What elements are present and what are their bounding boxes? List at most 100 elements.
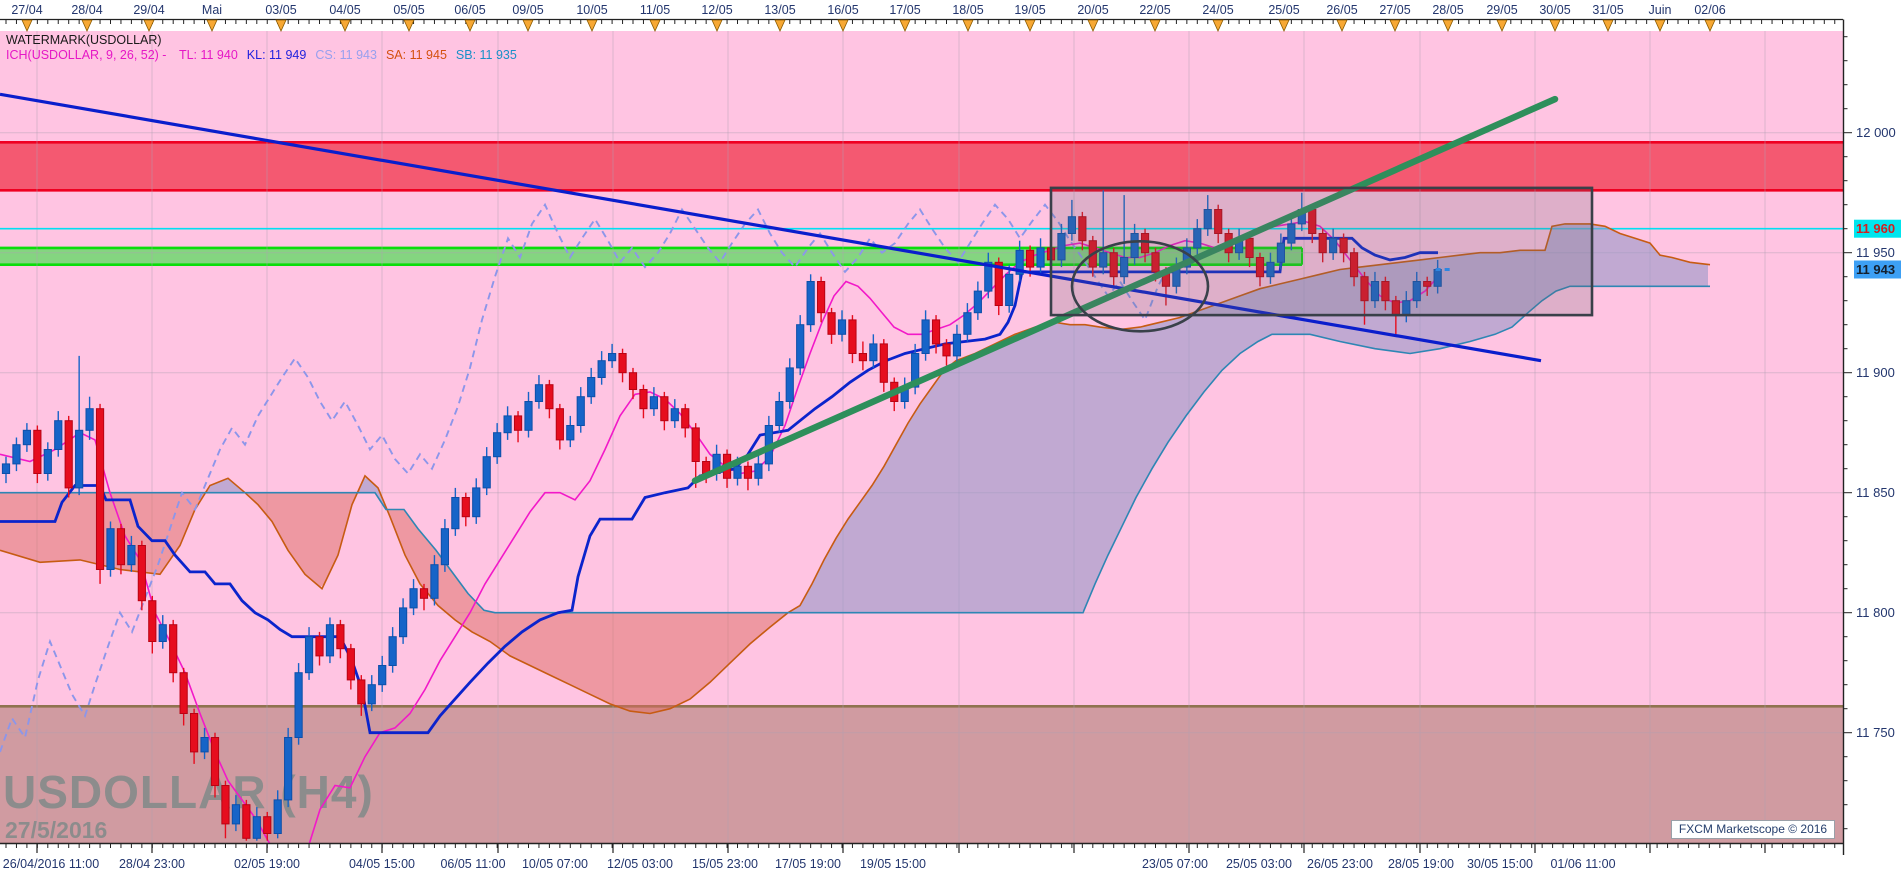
bottom-time-label: 01/06 11:00 [1550,857,1615,871]
candle [357,675,366,716]
candle [43,442,52,481]
bottom-time-label: 23/05 07:00 [1142,857,1208,871]
bottom-time-label: 28/04 23:00 [119,857,185,871]
top-date-label: 25/05 [1268,3,1299,17]
top-date-label: 02/06 [1694,3,1725,17]
candle [1255,252,1265,287]
bottom-time-axis[interactable]: 26/04/2016 11:00 28/04 23:00 02/05 19:00 04… [0,842,1903,878]
date-marker-triangle [21,19,33,32]
candle [681,403,690,438]
zone-support-green [0,246,1303,267]
legend-part-5: SB: 11 935 [455,48,517,62]
candle [806,274,815,332]
right-price-axis[interactable]: 12 000 11 950 11 900 11 850 11 800 11 750 11 9… [1842,0,1903,878]
candle [597,351,606,385]
candle [1339,233,1348,263]
top-date-label: 22/05 [1139,3,1170,17]
candle [315,631,324,666]
candle [158,615,167,649]
date-marker-triangle [774,19,786,32]
senkou-a-line [0,223,1711,715]
date-marker-triangle [1602,19,1614,32]
date-marker-triangle [1389,19,1401,32]
legend-part-1: TL: 11 940 [178,48,238,62]
candle [628,367,638,400]
candle [670,399,679,428]
candle [399,598,408,644]
top-time-axis[interactable]: 27/04 28/04 29/04 Mai 03/05 04/05 05/05 06/05 09… [0,0,1903,32]
price-label: 11 850 [1856,485,1895,500]
candle [210,732,220,798]
candle [1120,195,1129,284]
candle [75,355,84,496]
candle [848,315,857,364]
candle [22,423,31,452]
candle [973,281,982,320]
candle [221,780,230,839]
zone-support-brown [0,704,1843,843]
candle [378,655,387,692]
candle [1412,271,1421,308]
candle [608,343,617,368]
candle [33,425,42,484]
top-date-label: 09/05 [512,3,543,17]
candle [106,521,115,577]
date-marker-triangle [81,19,93,32]
candle [127,535,136,572]
candle [1140,228,1150,263]
candle [639,384,648,419]
date-marker-triangle [962,19,974,32]
bottom-time-label: 06/05 11:00 [440,857,505,871]
candle [190,708,199,764]
candle [743,461,753,491]
chart-watermark: USDOLLAR (H4)27/5/2016 [3,766,373,843]
chikou-line [0,202,1168,753]
candle [1287,214,1296,251]
date-marker-triangle [275,19,287,32]
top-date-label: 13/05 [764,3,795,17]
candle [200,727,209,760]
top-date-label: 16/05 [827,3,858,17]
top-date-label: 11/05 [640,3,670,17]
candle [1057,223,1066,268]
svg-text:11 943: 11 943 [1856,262,1895,277]
candle [472,478,481,524]
candle [545,379,554,419]
bottom-time-label: 12/05 03:00 [607,857,673,871]
date-marker-triangle [1654,19,1666,32]
candle [566,415,575,448]
candle [837,310,847,342]
candle [482,447,491,496]
uptrend-line [691,95,1559,484]
candle [304,627,314,680]
date-marker-triangle [1336,19,1348,32]
candle [503,406,512,440]
date-marker-triangle [464,19,476,32]
top-date-label: 06/05 [454,3,485,17]
candle [618,348,627,383]
top-date-label: 26/05 [1326,3,1357,17]
candle [169,619,178,683]
analyst-drawings[interactable] [0,92,1594,484]
bottom-time-label: 04/05 15:00 [349,857,415,871]
bottom-time-label: 25/05 03:00 [1226,857,1292,871]
top-date-label: 19/05 [1014,3,1045,17]
candle [1015,240,1024,282]
watermark-date: 27/5/2016 [5,817,107,843]
zone-resistance-red [0,141,1843,192]
candle [1245,233,1254,268]
candle [461,492,470,527]
legend-part-4: SA: 11 945 [385,48,447,62]
price-label: 11 950 [1856,245,1895,260]
candle [1329,228,1338,260]
price-label: 11 800 [1856,605,1895,620]
bottom-time-label: 02/05 19:00 [234,857,300,871]
top-date-label: 29/05 [1486,3,1517,17]
candle [1423,276,1432,296]
candle [1078,211,1087,251]
indicator-legend: WATERMARK(USDOLLAR) ICH(USDOLLAR, 9, 26,… [6,33,526,63]
candle [942,339,951,366]
price-tag-11943: 11 943 [1854,260,1901,279]
top-date-label: 30/05 [1539,3,1570,17]
